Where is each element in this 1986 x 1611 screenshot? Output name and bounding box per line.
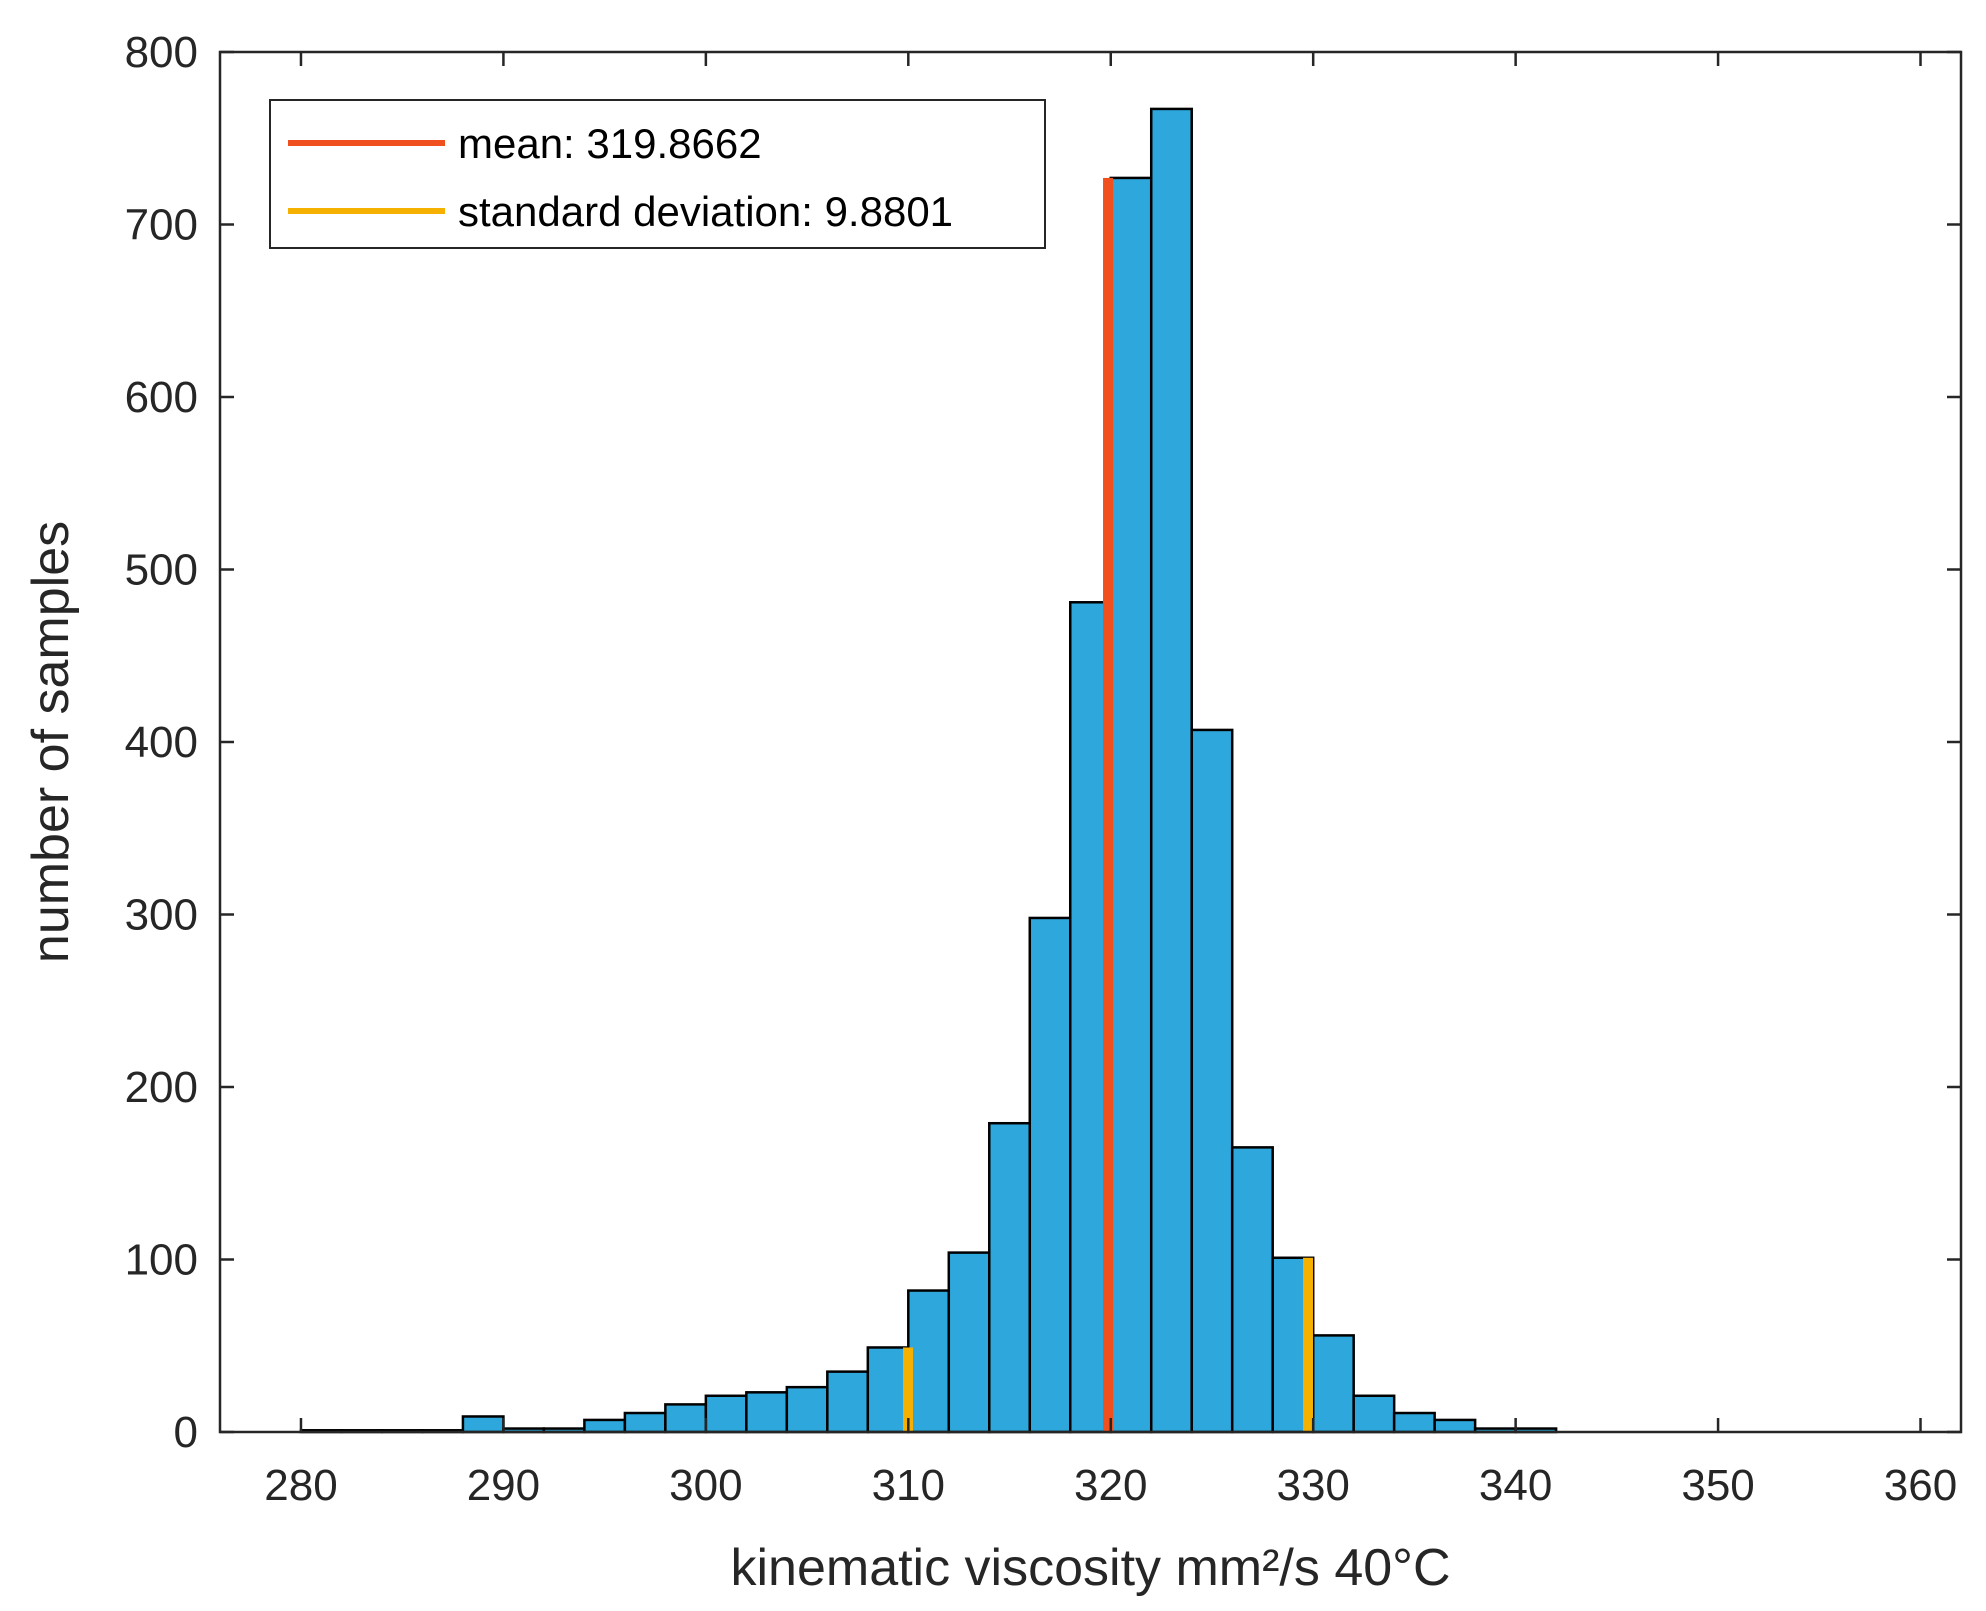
x-tick-label: 350 xyxy=(1681,1461,1754,1510)
x-tick-labels: 280 290 300 310 320 330 340 350 360 xyxy=(264,1461,1957,1510)
reference-line-std-lower xyxy=(903,1347,914,1432)
histogram-bar xyxy=(1028,916,1072,1434)
histogram-bar xyxy=(1392,1411,1436,1434)
x-tick-label: 310 xyxy=(872,1461,945,1510)
x-tick-label: 340 xyxy=(1479,1461,1552,1510)
axis-ticks xyxy=(220,50,1961,1434)
reference-line-mean xyxy=(1103,177,1114,1432)
histogram-bar xyxy=(1230,1146,1274,1434)
histogram-bar xyxy=(988,1121,1032,1434)
histogram-bar xyxy=(1433,1418,1477,1434)
histogram-bar xyxy=(461,1415,505,1434)
histogram-bar xyxy=(1352,1394,1396,1434)
histogram-bar xyxy=(745,1391,789,1434)
histogram-bar xyxy=(785,1385,829,1434)
y-tick-labels: 0 100 200 300 400 500 600 700 800 xyxy=(125,28,198,1457)
histogram-bar xyxy=(1109,176,1153,1434)
legend-label-standard-deviation: standard deviation: 9.8801 xyxy=(458,188,953,235)
histogram-bar xyxy=(907,1289,951,1434)
y-tick-label: 100 xyxy=(125,1236,198,1285)
x-tick-label: 300 xyxy=(669,1461,742,1510)
x-tick-label: 320 xyxy=(1074,1461,1147,1510)
x-tick-label: 330 xyxy=(1276,1461,1349,1510)
y-tick-label: 800 xyxy=(125,28,198,77)
histogram-bar xyxy=(623,1411,667,1434)
y-tick-label: 200 xyxy=(125,1063,198,1112)
legend: mean: 319.8662 standard deviation: 9.880… xyxy=(269,99,1046,249)
y-tick-label: 300 xyxy=(125,891,198,940)
histogram-bar xyxy=(866,1346,910,1434)
histogram-bar xyxy=(1149,107,1193,1434)
y-tick-label: 600 xyxy=(125,373,198,422)
histogram-bar xyxy=(1311,1334,1355,1434)
x-tick-label: 290 xyxy=(467,1461,540,1510)
y-tick-label: 400 xyxy=(125,718,198,767)
x-tick-label: 280 xyxy=(264,1461,337,1510)
y-tick-label: 700 xyxy=(125,201,198,250)
legend-box xyxy=(269,99,1046,249)
histogram-bar xyxy=(947,1251,991,1434)
reference-line-std-upper xyxy=(1303,1257,1314,1432)
y-tick-label: 500 xyxy=(125,546,198,595)
y-axis-label: number of samples xyxy=(22,521,80,963)
x-tick-label: 360 xyxy=(1884,1461,1957,1510)
histogram-bar xyxy=(704,1394,748,1434)
x-axis-label: kinematic viscosity mm²/s 40°C xyxy=(730,1539,1450,1597)
histogram-bar xyxy=(826,1370,870,1434)
histogram-bar xyxy=(664,1403,708,1434)
histogram-bar xyxy=(1190,728,1234,1434)
y-tick-label: 0 xyxy=(174,1408,198,1457)
legend-label-mean: mean: 319.8662 xyxy=(458,120,762,167)
plot-frame xyxy=(218,50,1963,1434)
histogram-bar xyxy=(583,1418,627,1434)
reference-lines xyxy=(903,177,1314,1432)
